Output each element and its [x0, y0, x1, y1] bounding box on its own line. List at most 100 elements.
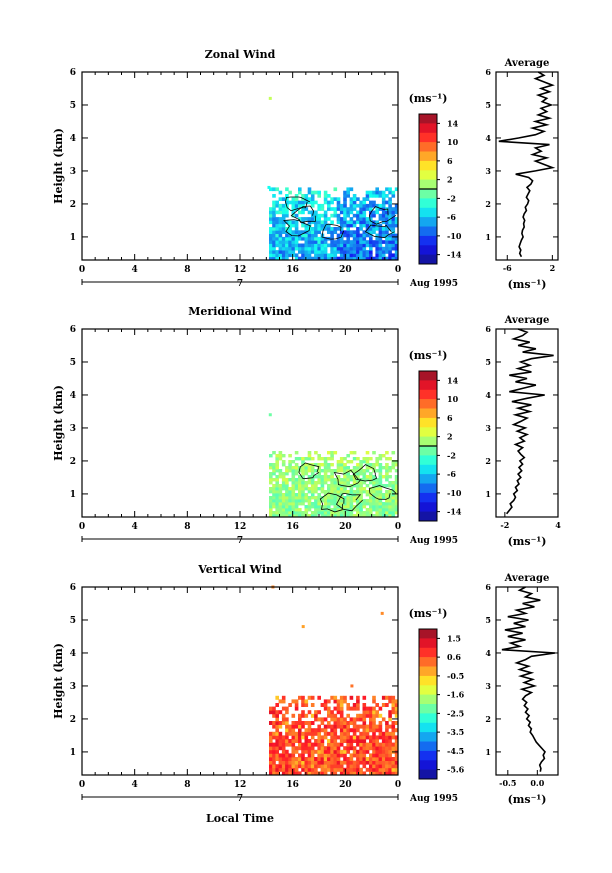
heatmap-cell [285, 710, 289, 715]
heatmap-cell [278, 203, 283, 208]
heatmap-cell [388, 484, 392, 488]
heatmap-cell [391, 502, 396, 506]
heatmap-cell [320, 481, 325, 485]
heatmap-cell [291, 478, 296, 482]
heatmap-cell [275, 753, 279, 758]
heatmap-cell [336, 757, 341, 761]
average-y-tick-label: 2 [485, 456, 491, 466]
heatmap-cell [365, 508, 370, 512]
heatmap-cell [372, 710, 376, 715]
heatmap-cell [375, 478, 379, 482]
heatmap-cell [385, 502, 389, 506]
heatmap-cell [294, 230, 299, 234]
heatmap-cell [369, 721, 373, 725]
heatmap-cell [307, 457, 312, 461]
colorbar-swatch [419, 389, 437, 400]
heatmap-cell [269, 496, 273, 500]
heatmap-cell [394, 742, 399, 747]
heatmap-cell [275, 187, 279, 192]
y-tick-label: 2 [70, 457, 76, 467]
colorbar-swatch [419, 254, 437, 265]
heatmap-cell [285, 233, 289, 238]
heatmap-cell [394, 469, 399, 473]
heatmap-cell [307, 253, 312, 258]
heatmap-cell [388, 731, 392, 736]
heatmap-cell [394, 481, 399, 485]
heatmap-cell [269, 764, 273, 769]
heatmap-cell [343, 220, 347, 225]
heatmap-cell [310, 475, 315, 479]
contour-line [335, 492, 363, 512]
heatmap-cell [391, 757, 396, 761]
heatmap-cell [291, 713, 296, 718]
heatmap-cell [285, 735, 289, 740]
heatmap-cell [291, 469, 296, 473]
heatmap-cell [314, 505, 318, 509]
heatmap-cell [314, 210, 318, 215]
heatmap-cell [285, 742, 289, 747]
heatmap-cell [294, 505, 299, 509]
heatmap-cell [294, 487, 299, 491]
heatmap-cell [314, 484, 318, 488]
colorbar-tick-label: -6 [447, 469, 456, 479]
colorbar-swatch [419, 160, 437, 171]
heatmap-cell [314, 223, 318, 228]
heatmap-cell [359, 217, 363, 221]
contour-line [364, 224, 395, 239]
heatmap-cell [288, 487, 292, 491]
heatmap-cell [362, 735, 367, 740]
heatmap-cell [269, 767, 273, 772]
heatmap-cell [288, 724, 292, 729]
heatmap-cell [356, 713, 360, 718]
heatmap-cell [301, 469, 305, 473]
heatmap-cell [314, 243, 318, 248]
heatmap-cell [330, 695, 334, 700]
heatmap-cell [381, 197, 386, 201]
heatmap-cell [365, 203, 370, 208]
heatmap-cell [285, 502, 289, 506]
heatmap-cell [281, 713, 286, 718]
heatmap-cell [307, 490, 312, 494]
heatmap-cell [275, 757, 279, 761]
heatmap-cell [385, 469, 389, 473]
heatmap-cell [394, 505, 399, 509]
heatmap-cell [278, 731, 283, 736]
heatmap-cell [388, 710, 392, 715]
heatmap-cell [349, 496, 354, 500]
heatmap-cell [288, 227, 292, 231]
heatmap-cell [285, 197, 289, 201]
heatmap-cell [304, 735, 309, 740]
heatmap-cell [385, 731, 389, 736]
heatmap-cell [323, 496, 328, 500]
heatmap-cell [352, 233, 357, 238]
heatmap-cell [301, 493, 305, 497]
average-frame [495, 586, 559, 776]
heatmap-cell [391, 451, 396, 455]
heatmap-cell [346, 190, 350, 195]
heatmap-cell [310, 731, 315, 736]
heatmap-cell [362, 213, 367, 218]
heatmap-cell [281, 220, 286, 225]
colorbar-swatch [419, 675, 437, 686]
heatmap-cell [336, 753, 341, 758]
heatmap-cell [388, 197, 392, 201]
heatmap-cell [307, 230, 312, 234]
heatmap-cell [394, 207, 399, 211]
heatmap-cell [275, 767, 279, 772]
heatmap-cell [372, 466, 376, 470]
heatmap-cell [285, 246, 289, 251]
heatmap-cell [285, 236, 289, 241]
heatmap-cell [346, 253, 350, 258]
heatmap-cell [327, 514, 331, 518]
heatmap-cell [336, 511, 341, 515]
heatmap-cell [281, 460, 286, 464]
heatmap-cell [333, 753, 338, 758]
heatmap-cell [362, 724, 367, 729]
heatmap-cell [278, 753, 283, 758]
heatmap-cell [269, 514, 273, 518]
colorbar-swatch [419, 666, 437, 677]
heatmap-cell [356, 250, 360, 254]
heatmap-cell [301, 757, 305, 761]
heatmap-cell [294, 481, 299, 485]
heatmap-cells [269, 585, 399, 776]
